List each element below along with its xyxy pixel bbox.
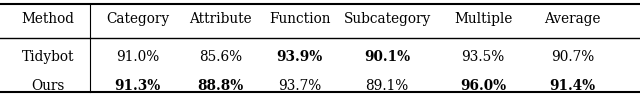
Text: Category: Category [106, 12, 169, 26]
Text: Method: Method [22, 12, 74, 26]
Text: Function: Function [269, 12, 330, 26]
Text: Multiple: Multiple [454, 12, 513, 26]
Text: 89.1%: 89.1% [365, 78, 409, 93]
Text: 85.6%: 85.6% [199, 50, 243, 64]
Text: 96.0%: 96.0% [460, 78, 506, 93]
Text: 90.7%: 90.7% [551, 50, 595, 64]
Text: 90.1%: 90.1% [364, 50, 410, 64]
Text: 93.5%: 93.5% [461, 50, 505, 64]
Text: 91.0%: 91.0% [116, 50, 159, 64]
Text: 93.9%: 93.9% [276, 50, 323, 64]
Text: 91.3%: 91.3% [115, 78, 161, 93]
Text: 88.8%: 88.8% [198, 78, 244, 93]
Text: 91.4%: 91.4% [550, 78, 596, 93]
Text: Attribute: Attribute [189, 12, 252, 26]
Text: Tidybot: Tidybot [22, 50, 74, 64]
Text: Subcategory: Subcategory [344, 12, 431, 26]
Text: Average: Average [545, 12, 601, 26]
Text: 93.7%: 93.7% [278, 78, 321, 93]
Text: Ours: Ours [31, 78, 65, 93]
